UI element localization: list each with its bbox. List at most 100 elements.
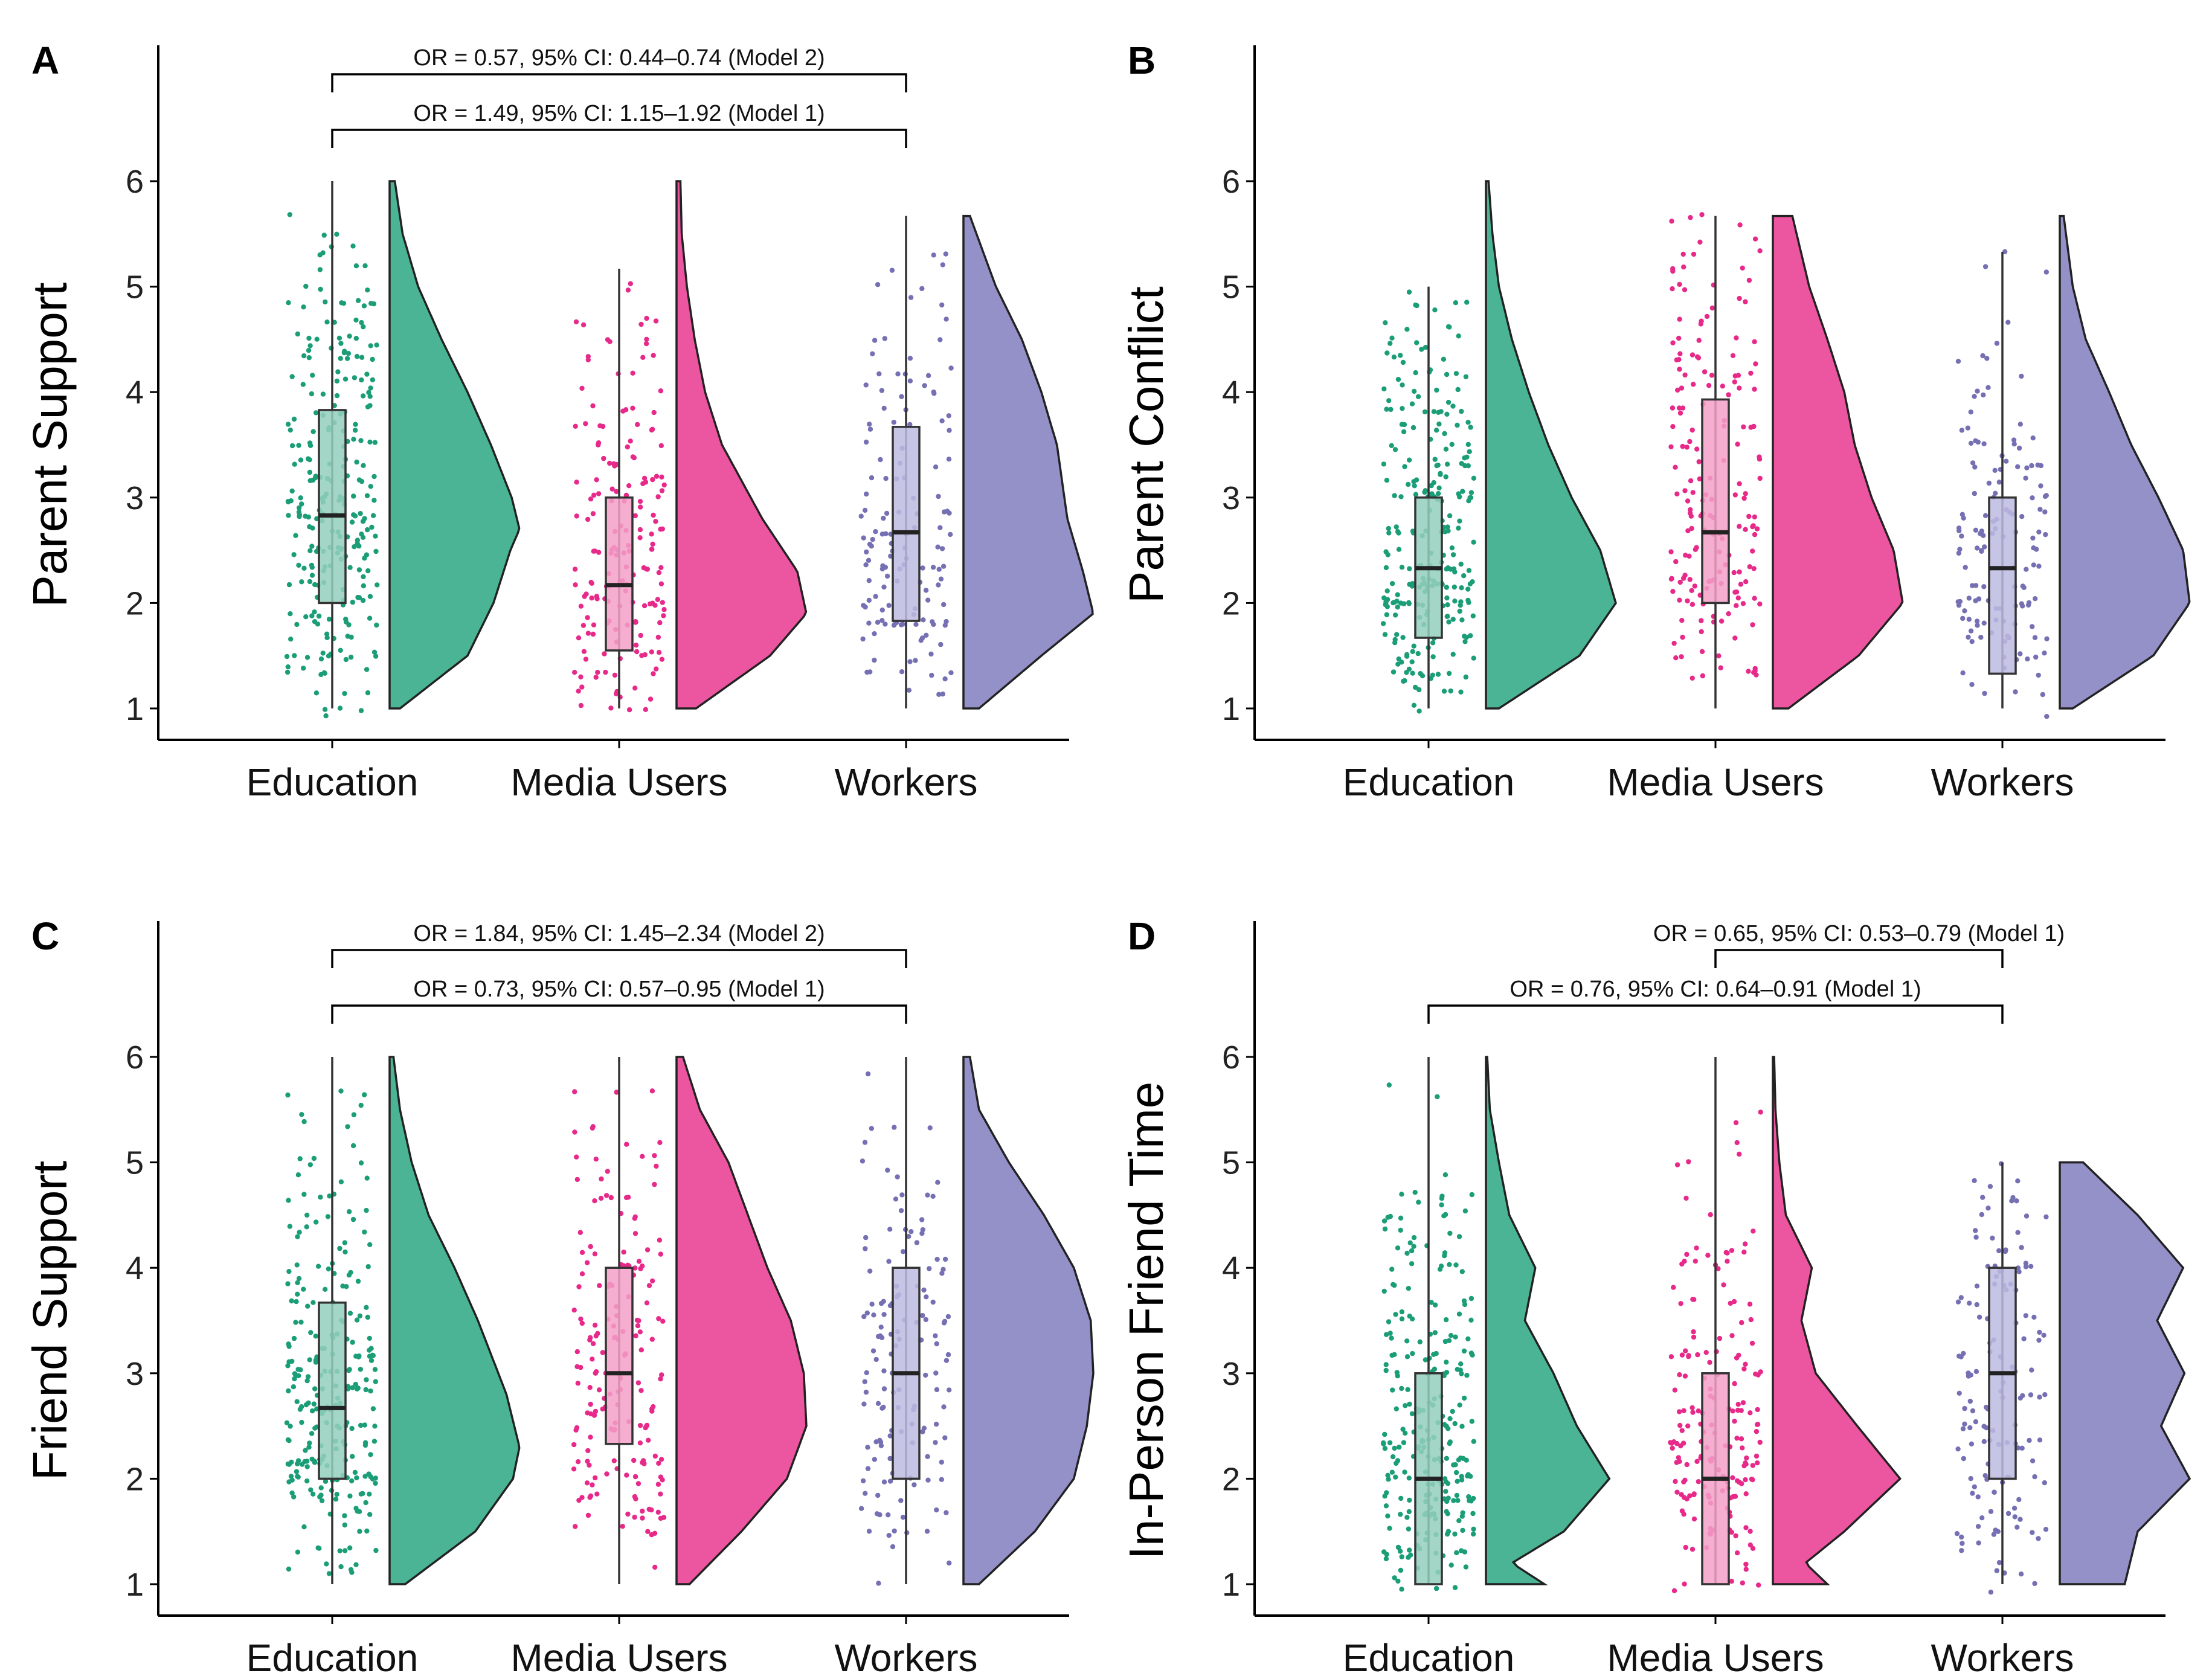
- data-point: [349, 519, 355, 525]
- data-point: [372, 440, 378, 445]
- series-workers: [1955, 214, 2191, 719]
- data-point: [1721, 1282, 1726, 1288]
- data-point: [311, 1155, 317, 1161]
- data-point: [1743, 1525, 1749, 1530]
- data-point: [571, 1442, 577, 1448]
- data-point: [864, 1370, 869, 1375]
- data-point: [1441, 1496, 1447, 1501]
- data-point: [1418, 671, 1423, 676]
- data-point: [1704, 313, 1710, 319]
- data-point: [649, 1408, 655, 1414]
- data-point: [940, 563, 947, 569]
- data-point: [948, 365, 954, 371]
- data-point: [1431, 409, 1437, 414]
- data-point: [1966, 634, 1971, 640]
- data-point: [633, 1333, 638, 1338]
- data-point: [307, 343, 313, 348]
- data-point: [1751, 1228, 1756, 1234]
- data-point: [1696, 338, 1702, 343]
- data-point: [590, 403, 596, 409]
- data-point: [1470, 579, 1475, 585]
- y-axis-label: Parent Support: [23, 282, 77, 607]
- data-point: [285, 499, 291, 504]
- data-point: [1384, 612, 1389, 617]
- data-point: [317, 1494, 323, 1500]
- data-point: [580, 322, 587, 328]
- data-point: [314, 336, 320, 342]
- data-point: [1689, 588, 1694, 593]
- data-point: [2011, 437, 2017, 443]
- data-point: [345, 1384, 351, 1389]
- data-point: [1406, 457, 1412, 463]
- data-point: [874, 1511, 880, 1517]
- data-point: [1754, 672, 1759, 678]
- data-point: [1453, 1334, 1458, 1340]
- data-point: [936, 493, 941, 499]
- data-point: [1431, 1352, 1436, 1357]
- data-point: [658, 527, 663, 532]
- data-point: [588, 1335, 593, 1340]
- data-point: [307, 1440, 312, 1446]
- data-point: [945, 1352, 951, 1358]
- data-point: [632, 1474, 638, 1480]
- data-point: [341, 350, 347, 356]
- data-point: [913, 621, 919, 628]
- data-point: [1674, 357, 1679, 363]
- data-point: [334, 378, 340, 384]
- data-point: [312, 619, 318, 624]
- data-point: [1407, 1547, 1412, 1553]
- data-point: [906, 1234, 911, 1239]
- data-point: [2019, 1445, 2025, 1451]
- data-point: [1380, 621, 1386, 626]
- data-point: [923, 1317, 929, 1323]
- data-point: [1685, 598, 1690, 604]
- data-point: [320, 650, 326, 656]
- data-point: [1755, 1407, 1760, 1413]
- data-point: [651, 671, 656, 676]
- data-point: [1406, 1555, 1411, 1560]
- data-point: [573, 582, 578, 588]
- data-point: [355, 1508, 360, 1514]
- data-point: [1677, 1372, 1682, 1378]
- data-point: [350, 1143, 356, 1149]
- data-point: [650, 600, 655, 606]
- data-point: [625, 287, 631, 293]
- data-point: [1464, 1373, 1470, 1378]
- data-point: [320, 391, 326, 397]
- data-point: [343, 657, 349, 663]
- data-point: [1393, 1312, 1398, 1317]
- data-point: [1751, 566, 1757, 571]
- data-point: [860, 1478, 866, 1484]
- data-point: [1441, 1213, 1447, 1219]
- data-point: [1389, 1469, 1395, 1475]
- data-point: [353, 1353, 359, 1359]
- data-point: [1434, 387, 1439, 393]
- data-point: [1432, 457, 1438, 462]
- data-point: [893, 1196, 899, 1202]
- violin: [388, 180, 521, 710]
- data-point: [659, 657, 665, 662]
- data-point: [1693, 1259, 1698, 1264]
- data-point: [655, 1509, 661, 1515]
- data-point: [2015, 1265, 2021, 1271]
- data-point: [584, 591, 589, 597]
- data-point: [1752, 514, 1757, 520]
- data-point: [1404, 1338, 1410, 1344]
- data-point: [929, 672, 934, 678]
- data-point: [1670, 286, 1675, 292]
- data-point: [643, 707, 649, 713]
- data-point: [1382, 1446, 1388, 1451]
- data-point: [284, 653, 290, 660]
- data-point: [1957, 547, 1963, 552]
- data-point: [587, 1385, 593, 1390]
- data-point: [1410, 1350, 1415, 1356]
- data-point: [1430, 654, 1436, 660]
- data-point: [1446, 1338, 1452, 1343]
- data-point: [1387, 1526, 1392, 1531]
- data-point: [308, 1330, 313, 1335]
- data-point: [1405, 1387, 1410, 1392]
- data-point: [592, 1323, 598, 1328]
- data-point: [620, 1524, 625, 1529]
- data-point: [1685, 1423, 1691, 1429]
